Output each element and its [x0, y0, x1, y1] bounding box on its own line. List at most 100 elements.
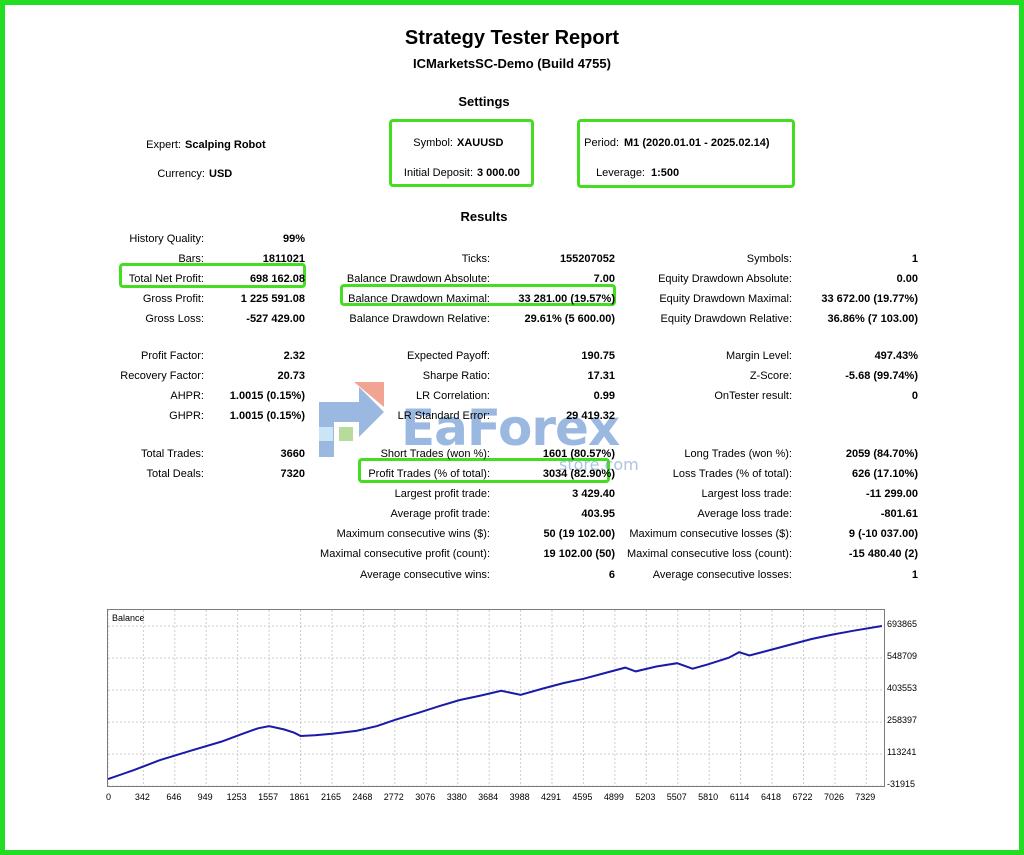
stat-value: 29 419.32 [566, 410, 615, 422]
x-tick-label: 1253 [226, 792, 247, 802]
stat-label: Equity Drawdown Absolute: [658, 273, 792, 285]
leverage-label: Leverage: [596, 167, 645, 179]
x-tick-label: 1861 [289, 792, 310, 802]
x-tick-label: 3380 [446, 792, 467, 802]
stat-label: Expected Payoff: [407, 350, 490, 362]
stat-label: Total Deals: [146, 468, 204, 480]
expert-label: Expert: [146, 139, 181, 151]
stat-value: 36.86% (7 103.00) [827, 313, 918, 325]
x-tick-label: 2772 [383, 792, 404, 802]
highlight-profit-trades [358, 458, 610, 483]
stat-label: Average consecutive losses: [652, 569, 792, 581]
stat-label: Gross Profit: [142, 293, 204, 305]
stat-label: Loss Trades (% of total): [672, 468, 792, 480]
x-tick-label: 1557 [258, 792, 279, 802]
x-tick-label: 2468 [352, 792, 373, 802]
x-tick-label: 4291 [540, 792, 561, 802]
x-tick-label: 2165 [320, 792, 342, 802]
stat-label: Balance Drawdown Absolute: [346, 273, 490, 285]
x-tick-label: 6114 [729, 792, 750, 802]
stat-value: 9 (-10 037.00) [848, 528, 918, 540]
stat-value: 190.75 [581, 350, 615, 362]
stat-value: 497.43% [874, 350, 918, 362]
symbol-value: XAUUSD [457, 137, 504, 149]
leverage-value: 1:500 [651, 167, 680, 179]
balance-chart-plot [108, 610, 884, 786]
stat-label: OnTester result: [714, 390, 792, 402]
period-value: M1 (2020.01.01 - 2025.02.14) [624, 137, 770, 149]
stat-value: 0 [911, 390, 918, 402]
stat-value: 7.00 [593, 273, 615, 285]
y-tick-label: 113241 [887, 747, 917, 757]
stat-label: Gross Loss: [145, 313, 204, 325]
stat-label: Maximal consecutive profit (count): [320, 548, 490, 560]
report-title: Strategy Tester Report [404, 27, 620, 49]
stat-value: 1601 (80.57%) [542, 448, 615, 460]
stat-label: AHPR: [170, 390, 204, 402]
y-tick-label: 693865 [887, 619, 918, 629]
stat-label: Ticks: [461, 253, 490, 265]
stat-value: 50 (19 102.00) [543, 528, 615, 540]
stat-value: -15 480.40 (2) [848, 548, 918, 560]
stat-label: Z-Score: [749, 370, 792, 382]
stat-value: 1811021 [262, 253, 305, 265]
x-tick-label: 6418 [761, 792, 782, 802]
stat-value: 1 [911, 569, 918, 581]
stat-value: 6 [608, 569, 615, 581]
stat-value: -5.68 (99.74%) [845, 370, 918, 382]
x-tick-label: 4899 [603, 792, 624, 802]
stat-value: 0.99 [593, 390, 615, 402]
x-tick-label: 6722 [792, 792, 813, 802]
stat-label: Recovery Factor: [120, 370, 204, 382]
stat-label: Largest profit trade: [394, 488, 490, 500]
stat-value: 403.95 [581, 508, 615, 520]
currency-value: USD [209, 168, 233, 180]
stat-label: Largest loss trade: [701, 488, 793, 500]
stat-label: Total Trades: [141, 448, 204, 460]
stat-value: 99% [282, 233, 305, 245]
y-tick-label: 403553 [887, 683, 918, 693]
stat-label: Symbols: [746, 253, 792, 265]
balance-chart: Balance [107, 609, 885, 787]
x-tick-label: 7329 [855, 792, 876, 802]
stat-value: -801.61 [880, 508, 918, 520]
x-tick-label: 949 [197, 792, 213, 802]
stat-label: History Quality: [129, 233, 204, 245]
stat-label: Sharpe Ratio: [422, 370, 490, 382]
x-tick-label: 3988 [509, 792, 530, 802]
period-label: Period: [584, 137, 619, 149]
stat-value: 33 672.00 (19.77%) [821, 293, 918, 305]
stat-label: Balance Drawdown Maximal: [348, 293, 490, 305]
stat-label: LR Correlation: [416, 390, 490, 402]
x-tick-label: 5507 [666, 792, 687, 802]
highlight-balance-drawdown [340, 284, 616, 306]
stat-value: -527 429.00 [246, 313, 305, 325]
currency-label: Currency: [157, 168, 205, 180]
stat-label: Average loss trade: [697, 508, 792, 520]
stat-value: 626 (17.10%) [851, 468, 918, 480]
stat-value: 2059 (84.70%) [845, 448, 918, 460]
stat-value: 2.32 [283, 350, 305, 362]
stat-label: LR Standard Error: [397, 410, 490, 422]
highlight-net-profit [119, 263, 306, 288]
stat-label: Profit Trades (% of total): [368, 468, 490, 480]
stat-value: 1 [911, 253, 918, 265]
stat-value: 1 225 591.08 [240, 293, 305, 305]
stat-label: Maximal consecutive loss (count): [626, 548, 792, 560]
stat-value: 3034 (82.90%) [542, 468, 615, 480]
x-tick-label: 646 [166, 792, 182, 802]
y-tick-label: 548709 [887, 651, 918, 661]
settings-heading: Settings [458, 94, 510, 109]
highlight-symbol-box [389, 119, 534, 187]
x-tick-label: 3076 [415, 792, 436, 802]
highlight-period-box [577, 119, 795, 188]
stat-label: Long Trades (won %): [684, 448, 792, 460]
stat-label: Short Trades (won %): [380, 448, 490, 460]
stat-value: 20.73 [277, 370, 305, 382]
stat-label: Profit Factor: [141, 350, 204, 362]
stat-value: -11 299.00 [866, 488, 918, 500]
stat-label: Maximum consecutive losses ($): [629, 528, 792, 540]
stat-label: GHPR: [169, 410, 204, 422]
results-heading: Results [460, 209, 508, 224]
y-tick-label: 258397 [887, 715, 918, 725]
